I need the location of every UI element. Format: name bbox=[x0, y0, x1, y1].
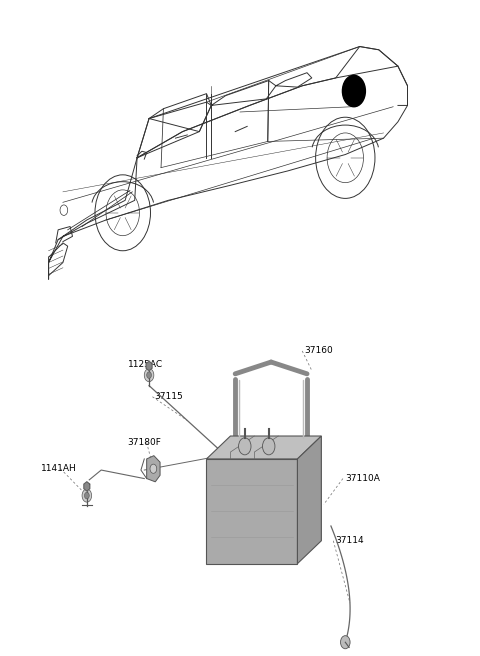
Text: 1141AH: 1141AH bbox=[41, 464, 77, 473]
Circle shape bbox=[84, 492, 89, 499]
Polygon shape bbox=[147, 456, 160, 482]
Circle shape bbox=[342, 75, 365, 107]
Circle shape bbox=[263, 438, 275, 455]
Text: 37114: 37114 bbox=[336, 536, 364, 545]
FancyBboxPatch shape bbox=[206, 459, 298, 564]
Text: 37110A: 37110A bbox=[345, 474, 380, 483]
Polygon shape bbox=[206, 436, 322, 459]
Circle shape bbox=[150, 464, 157, 474]
Text: 37180F: 37180F bbox=[128, 438, 161, 447]
Circle shape bbox=[340, 636, 350, 649]
Polygon shape bbox=[146, 361, 152, 371]
Circle shape bbox=[82, 489, 92, 502]
Polygon shape bbox=[298, 436, 322, 564]
Circle shape bbox=[239, 438, 251, 455]
Text: 37160: 37160 bbox=[305, 346, 334, 356]
Circle shape bbox=[147, 372, 152, 379]
Text: 1125AC: 1125AC bbox=[128, 359, 163, 369]
Circle shape bbox=[144, 369, 154, 382]
Text: 37115: 37115 bbox=[154, 392, 182, 401]
Polygon shape bbox=[84, 482, 90, 491]
